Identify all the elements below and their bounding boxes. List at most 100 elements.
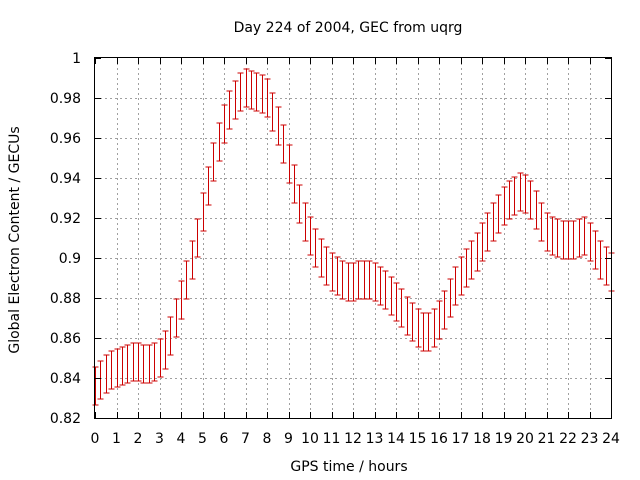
error-bar <box>124 344 131 384</box>
error-bar <box>415 308 422 348</box>
error-bar <box>538 202 545 242</box>
y-tick-label: 0.84 <box>50 371 81 387</box>
error-bar <box>452 266 459 306</box>
x-tick-label: 9 <box>284 431 293 447</box>
error-bar <box>544 212 551 252</box>
x-tick-label: 12 <box>344 431 362 447</box>
error-bar <box>398 288 405 328</box>
x-tick-label: 16 <box>430 431 448 447</box>
y-tick-label: 0.9 <box>59 251 81 267</box>
y-tick-label: 0.94 <box>50 171 81 187</box>
error-bar <box>194 218 201 258</box>
error-bar <box>286 144 293 184</box>
error-bar <box>404 296 411 336</box>
error-bar <box>318 238 325 278</box>
error-bar <box>393 282 400 322</box>
error-bar <box>157 338 164 378</box>
error-bar <box>275 106 282 146</box>
error-bar <box>226 90 233 130</box>
error-bar <box>587 222 594 262</box>
error-bar <box>167 316 174 356</box>
error-bar <box>350 262 357 302</box>
plot-frame <box>94 57 612 419</box>
error-bar <box>581 216 588 256</box>
error-bar <box>339 260 346 300</box>
x-tick-label: 0 <box>91 431 100 447</box>
error-bar <box>522 174 529 214</box>
x-tick-label: 24 <box>602 431 620 447</box>
error-bar <box>178 280 185 320</box>
chart-title: Day 224 of 2004, GEC from uqrg <box>234 20 463 36</box>
error-bar <box>114 348 121 388</box>
error-bar <box>162 330 169 370</box>
error-bar <box>269 92 276 132</box>
error-bar <box>468 240 475 280</box>
error-bar <box>490 202 497 242</box>
error-bar <box>264 78 271 118</box>
error-bar <box>436 300 443 340</box>
error-bar <box>189 240 196 280</box>
error-bar <box>361 260 368 300</box>
x-tick-label: 6 <box>220 431 229 447</box>
error-bar <box>307 216 314 256</box>
y-tick-label: 0.82 <box>50 411 81 427</box>
y-tick-label: 1 <box>72 51 81 67</box>
error-bar <box>200 192 207 232</box>
error-bar <box>382 270 389 310</box>
error-bar <box>135 342 142 382</box>
error-bar <box>302 202 309 242</box>
error-bar <box>441 290 448 330</box>
axis-ticks <box>95 58 612 419</box>
error-bar <box>603 246 610 286</box>
y-tick-labels: 0.82 0.84 0.86 0.88 0.9 0.92 0.94 0.96 0.98 1 <box>50 51 81 427</box>
error-bar <box>511 176 518 216</box>
error-bar <box>517 172 524 212</box>
error-bar <box>221 104 228 144</box>
x-tick-label: 8 <box>263 431 272 447</box>
x-tick-label: 7 <box>241 431 250 447</box>
error-bar <box>506 180 513 220</box>
x-tick-label: 5 <box>198 431 207 447</box>
error-bar <box>366 260 373 300</box>
x-tick-label: 18 <box>473 431 491 447</box>
error-bar <box>323 246 330 286</box>
error-bar <box>409 302 416 342</box>
error-bar <box>151 342 158 382</box>
error-bar <box>237 72 244 112</box>
error-bar <box>173 298 180 338</box>
error-bar <box>97 360 104 400</box>
error-bar <box>329 252 336 292</box>
error-bar <box>280 124 287 164</box>
error-bar <box>296 184 303 224</box>
error-bar <box>146 344 153 384</box>
error-bar <box>463 248 470 288</box>
error-bar <box>119 346 126 386</box>
error-bar <box>592 230 599 270</box>
x-tick-labels: 0 1 2 3 4 5 6 7 8 9 10 11 12 13 14 15 16 17 18 19 20 21 22 23 24 <box>91 431 620 447</box>
x-axis-label: GPS time / hours <box>290 459 407 475</box>
x-tick-label: 20 <box>516 431 534 447</box>
error-bar <box>527 180 534 220</box>
error-bar <box>140 344 147 384</box>
error-bar <box>291 164 298 204</box>
error-bar <box>108 350 115 390</box>
y-tick-label: 0.98 <box>50 91 81 107</box>
error-bar <box>549 216 556 256</box>
x-tick-label: 2 <box>134 431 143 447</box>
error-bar <box>210 142 217 182</box>
error-bar <box>243 68 250 108</box>
x-tick-label: 11 <box>323 431 341 447</box>
error-bar <box>216 122 223 162</box>
y-tick-label: 0.88 <box>50 291 81 307</box>
y-tick-label: 0.86 <box>50 331 81 347</box>
error-bar <box>479 222 486 262</box>
error-bar <box>345 262 352 302</box>
error-bar <box>103 354 110 394</box>
error-bar <box>259 74 266 114</box>
x-tick-label: 17 <box>452 431 470 447</box>
error-bar <box>248 70 255 110</box>
error-bar <box>447 278 454 318</box>
x-tick-label: 3 <box>155 431 164 447</box>
x-tick-label: 19 <box>495 431 513 447</box>
x-tick-label: 1 <box>112 431 121 447</box>
